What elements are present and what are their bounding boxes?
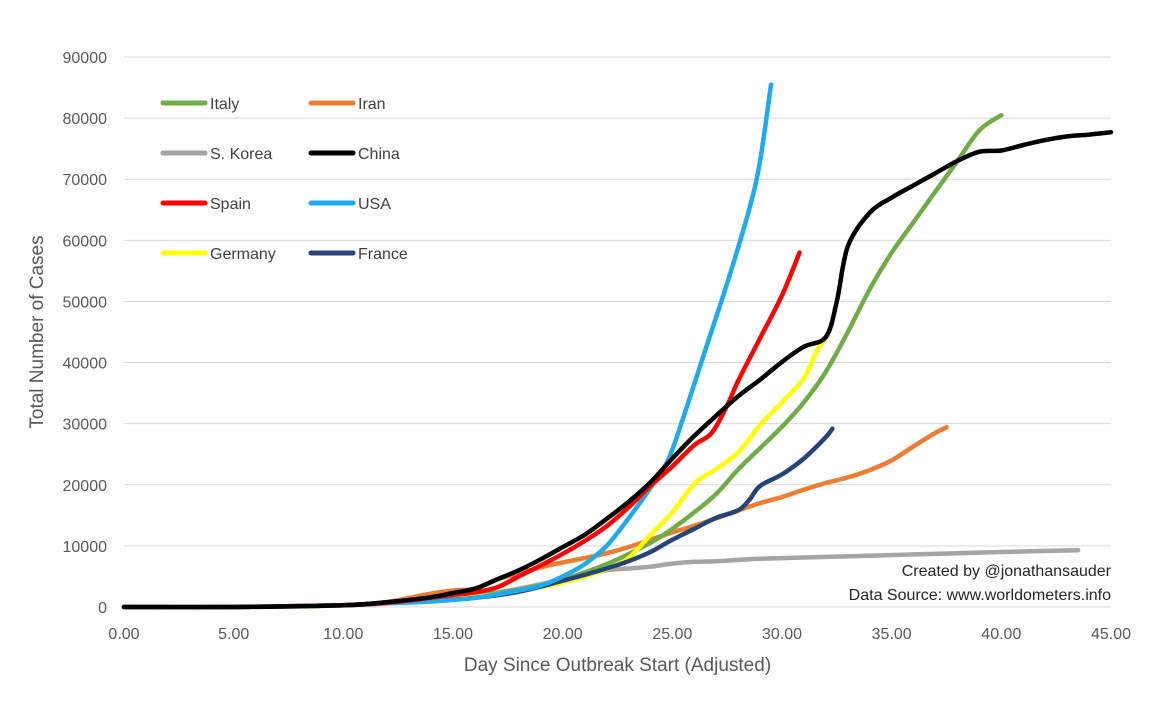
x-tick-label: 40.00 (981, 626, 1021, 643)
gridlines (124, 56, 1111, 547)
y-tick-label: 10000 (63, 539, 108, 556)
x-tick-label: 35.00 (872, 626, 912, 643)
x-axis-title: Day Since Outbreak Start (Adjusted) (464, 655, 771, 676)
series-line-china (121, 129, 1114, 610)
legend-label-france: France (358, 246, 408, 263)
y-tick-label: 50000 (63, 294, 108, 311)
series-line-germany (121, 335, 829, 610)
y-axis-tick-labels: 0 10000 20000 30000 40000 50000 60000 70000 8000… (63, 50, 108, 617)
x-tick-label: 30.00 (762, 626, 802, 643)
series-line-italy (121, 112, 1004, 610)
legend-label-spain: Spain (210, 196, 251, 213)
y-tick-label: 20000 (63, 478, 108, 495)
y-tick-label: 40000 (63, 356, 108, 373)
x-tick-label: 10.00 (323, 626, 363, 643)
series-line-france (121, 426, 835, 610)
series-lines (121, 82, 1114, 610)
y-axis-title: Total Number of Cases (27, 235, 48, 428)
x-tick-label: 25.00 (652, 626, 692, 643)
y-tick-label: 80000 (63, 111, 108, 128)
x-tick-label: 45.00 (1091, 626, 1131, 643)
y-tick-label: 70000 (63, 172, 108, 189)
legend-label-italy: Italy (210, 96, 239, 113)
y-tick-label: 0 (98, 600, 107, 617)
legend: Italy Iran S. Korea China Spain USA Germany Fra… (160, 96, 408, 263)
y-tick-label: 90000 (63, 50, 108, 67)
legend-label-china: China (358, 146, 400, 163)
series-line-iran (121, 425, 949, 610)
y-tick-label: 60000 (63, 233, 108, 250)
x-tick-label: 0.00 (108, 626, 139, 643)
legend-label-s-korea: S. Korea (210, 146, 272, 163)
legend-label-germany: Germany (210, 246, 276, 263)
credit-annotation: Created by @jonathansauder (902, 563, 1112, 580)
legend-label-iran: Iran (358, 96, 386, 113)
x-tick-label: 15.00 (433, 626, 473, 643)
source-annotation: Data Source: www.worldometers.info (849, 587, 1111, 604)
x-tick-label: 5.00 (218, 626, 249, 643)
x-axis-tick-labels: 0.00 5.00 10.00 15.00 20.00 25.00 30.00 35.00 40… (108, 626, 1131, 643)
legend-label-usa: USA (358, 196, 391, 213)
x-tick-label: 20.00 (543, 626, 583, 643)
y-tick-label: 30000 (63, 417, 108, 434)
